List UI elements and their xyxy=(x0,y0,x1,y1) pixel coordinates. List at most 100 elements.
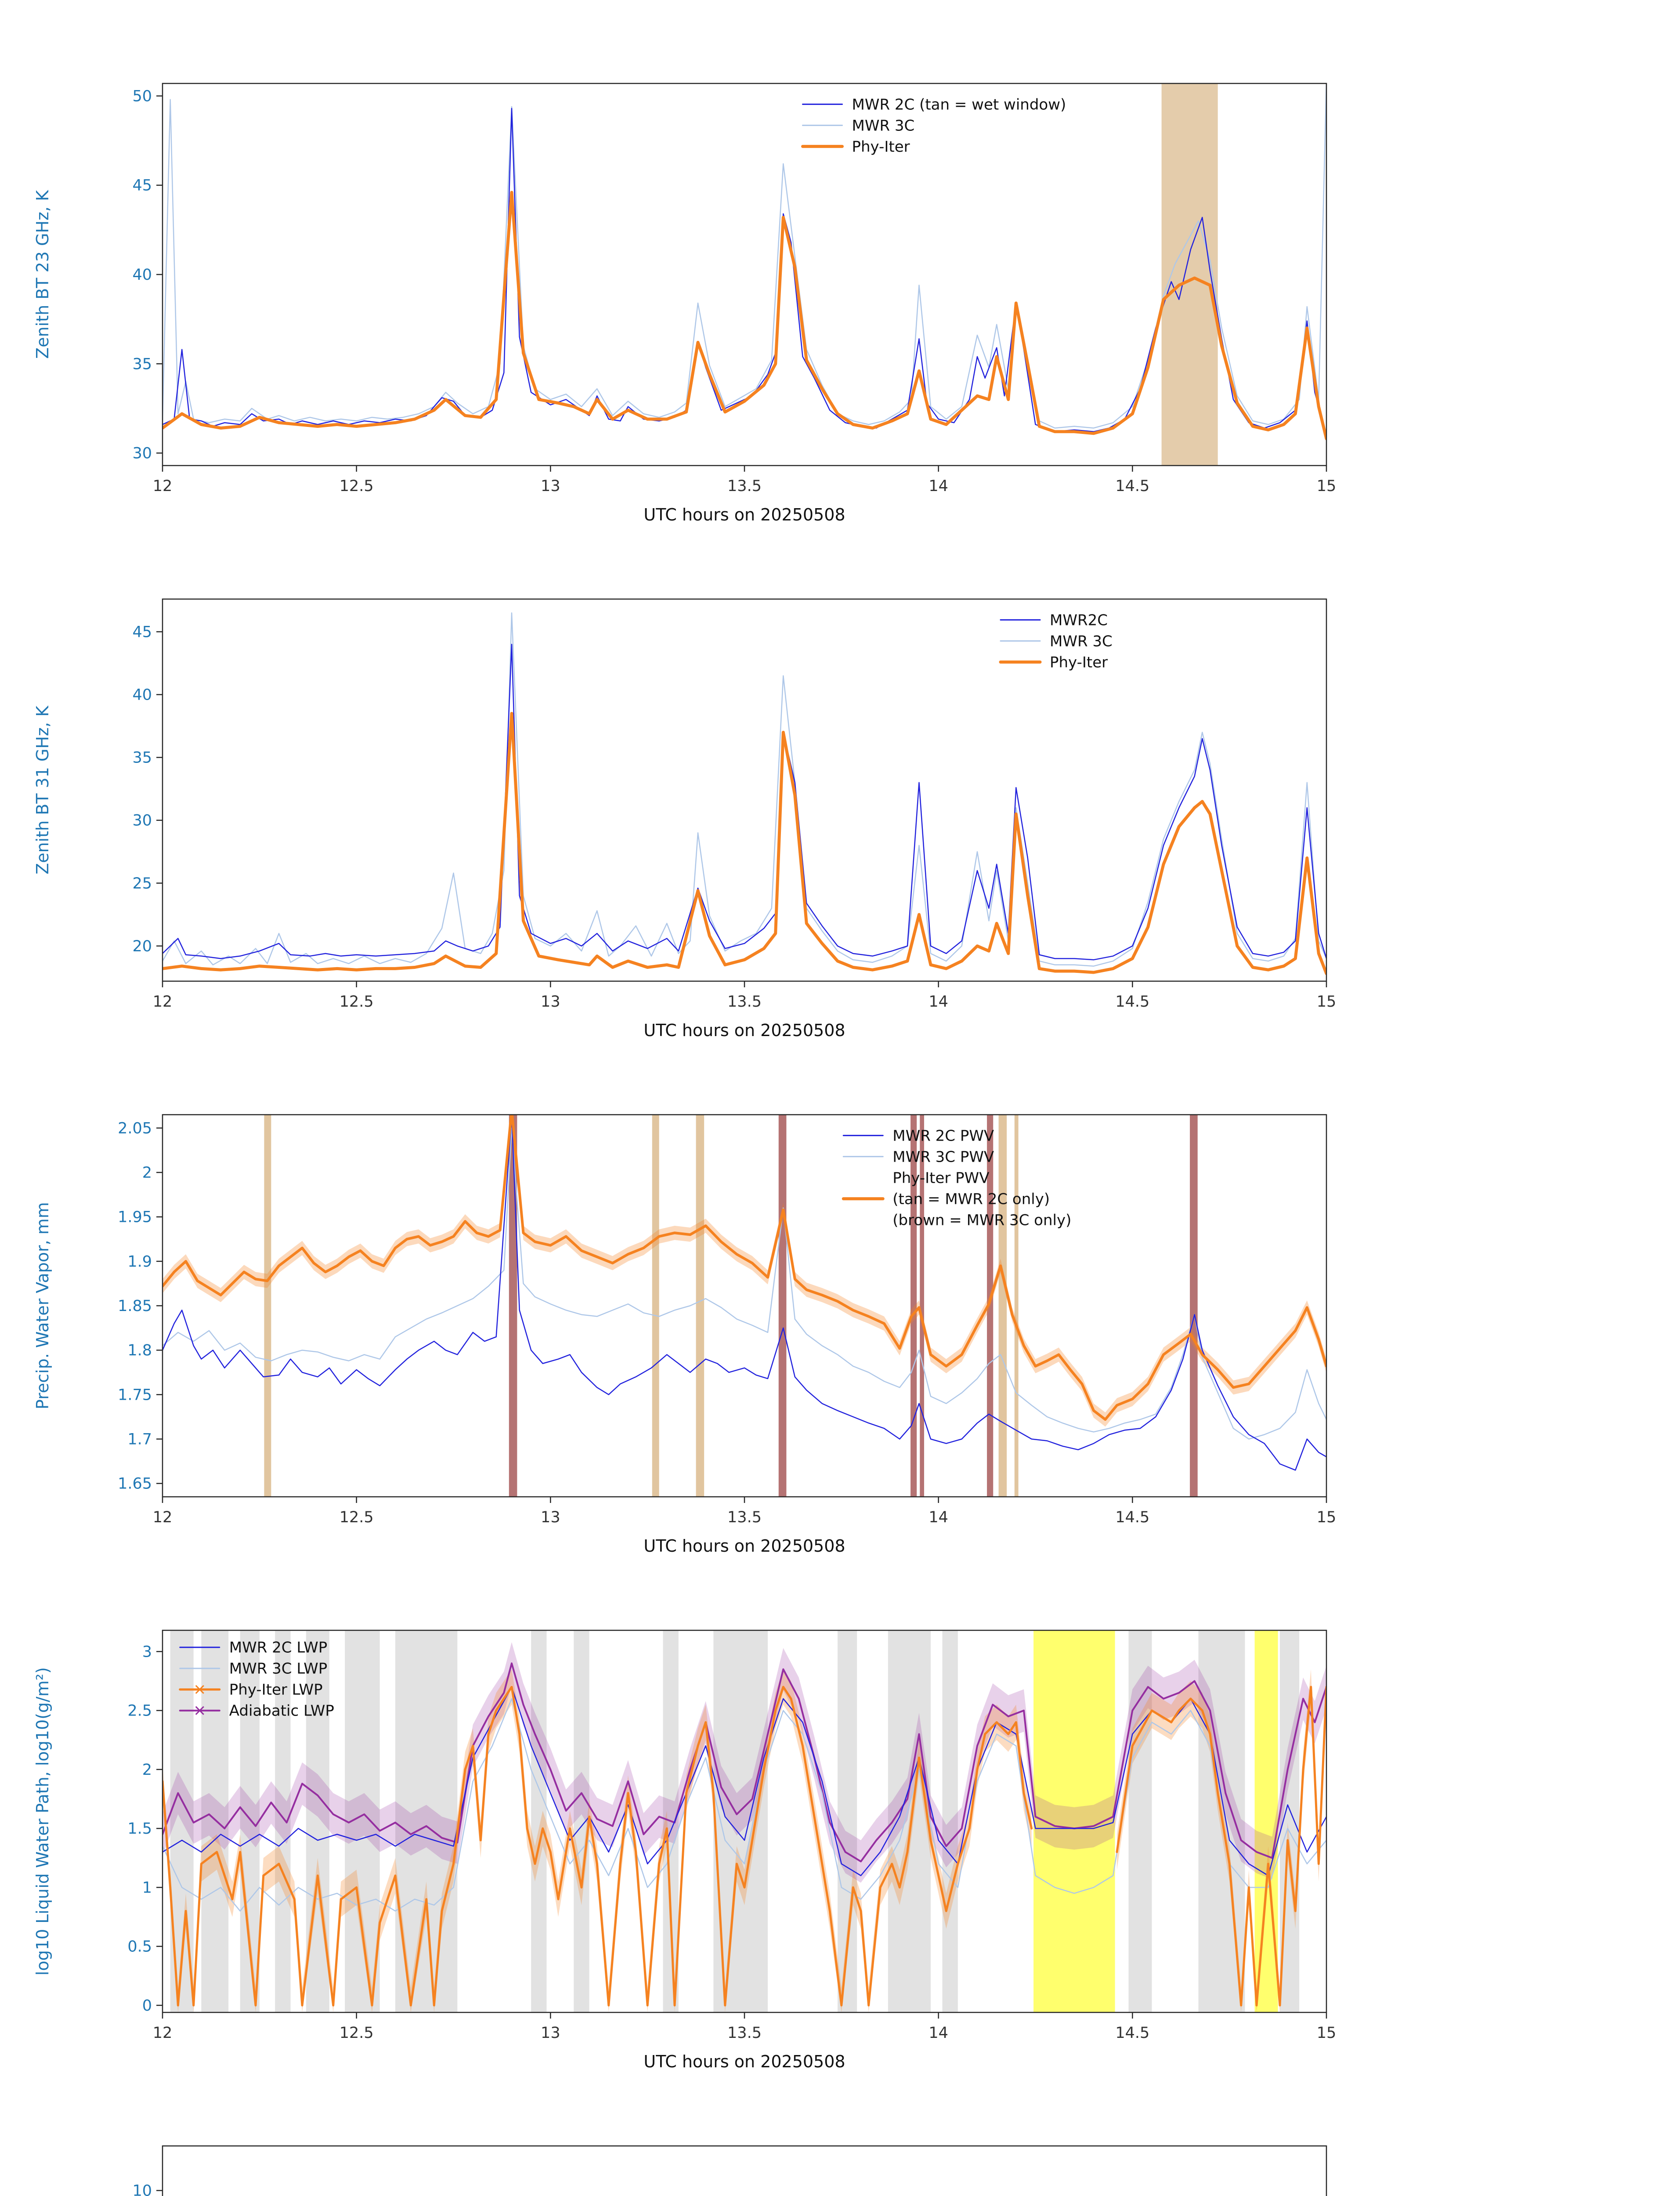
highlight-band xyxy=(1190,1115,1198,1497)
y-tick-label: 1.85 xyxy=(118,1297,152,1315)
y-tick-label: 45 xyxy=(132,623,152,641)
y-tick-label: 1.5 xyxy=(127,1820,152,1838)
series-line xyxy=(163,1127,1326,1440)
x-tick-label: 13.5 xyxy=(727,993,762,1011)
highlight-band xyxy=(1128,1630,1152,2012)
x-tick-label: 13 xyxy=(541,993,560,1011)
legend: MWR2C MWR 3C Phy-Iter xyxy=(999,611,1113,671)
legend-label: (tan = MWR 2C only) xyxy=(892,1190,1050,1208)
y-tick-label: 50 xyxy=(132,87,152,105)
panel-precip-water-vapor: 12 12.5 13 13.5 14 14.5 15 1.65 1.7 1.75 1.8 1.85 1.… xyxy=(0,1088,1680,1604)
highlight-band xyxy=(264,1115,271,1497)
highlight-band xyxy=(998,1115,1007,1497)
x-tick-label: 12 xyxy=(153,993,173,1011)
plot-area xyxy=(163,1630,1326,2012)
series-line xyxy=(163,1686,1033,2007)
y-tick-label: 30 xyxy=(132,812,152,830)
plot-area xyxy=(163,612,1326,975)
y-tick-label: 40 xyxy=(132,266,152,284)
highlight-band xyxy=(696,1115,705,1497)
highlight-band xyxy=(652,1115,659,1497)
x-tick-label: 12.5 xyxy=(340,2024,374,2042)
y-tick-label: 1.9 xyxy=(127,1253,152,1271)
x-tick-label: 13 xyxy=(541,1509,560,1526)
series-line xyxy=(163,1698,1326,1912)
y-tick-label: 2.05 xyxy=(118,1120,152,1137)
panel-zenith-bt-31ghz: 12 12.5 13 13.5 14 14.5 15 20 25 30 35 40 45 UTC hour… xyxy=(0,573,1680,1088)
legend: MWR 2C PWV MWR 3C PWV Phy-Iter PWV (tan = M… xyxy=(842,1127,1071,1229)
legend-label: MWR 2C PWV xyxy=(892,1127,994,1145)
legend-label: MWR 2C (tan = wet window) xyxy=(852,96,1066,113)
y-tick-label: 40 xyxy=(132,686,152,704)
legend: MWR 2C LWP MWR 3C LWP Phy-Iter LWP Adiabati… xyxy=(179,1639,334,1720)
legend-label: Phy-Iter PWV xyxy=(892,1169,989,1187)
y-tick-label: 1.7 xyxy=(127,1430,152,1448)
x-axis-label: UTC hours on 20250508 xyxy=(643,2052,845,2071)
y-tick-label: 35 xyxy=(132,355,152,373)
y-tick-label: 1.65 xyxy=(118,1475,152,1493)
y-tick-label: 0 xyxy=(142,1997,152,2015)
x-tick-label: 14.5 xyxy=(1115,477,1149,495)
y-tick-label: 3 xyxy=(142,1643,152,1661)
series-fill xyxy=(163,1642,1326,1883)
highlight-band xyxy=(920,1115,924,1497)
legend-label: MWR 3C xyxy=(1050,632,1113,650)
plot-area xyxy=(163,83,1326,466)
x-tick-label: 14.5 xyxy=(1115,993,1149,1011)
x-tick-label: 15 xyxy=(1317,993,1337,1011)
x-tick-label: 13.5 xyxy=(727,477,762,495)
y-tick-label: 2.5 xyxy=(127,1702,152,1720)
series-line xyxy=(163,191,1326,441)
x-tick-label: 14 xyxy=(929,2024,948,2042)
y-tick-label: 1.75 xyxy=(118,1386,152,1404)
y-tick-label: 0.5 xyxy=(127,1938,152,1956)
x-tick-label: 13 xyxy=(541,477,560,495)
y-axis-label: Zenith BT 23 GHz, K xyxy=(33,190,52,359)
x-tick-label: 12.5 xyxy=(340,993,374,1011)
highlight-band xyxy=(1254,1630,1278,2012)
y-axis-label: log10 Liquid Water Path, log10(g/m²) xyxy=(33,1667,52,1976)
y-tick-label: 45 xyxy=(132,177,152,195)
legend-label: Phy-Iter LWP xyxy=(229,1681,323,1699)
legend-label: (brown = MWR 3C only) xyxy=(892,1211,1071,1229)
x-tick-label: 12 xyxy=(153,477,173,495)
x-axis-label: UTC hours on 20250508 xyxy=(643,1536,845,1556)
chart-svg-0: 12 12.5 13 13.5 14 14.5 15 30 35 40 45 50 UTC hours … xyxy=(0,57,1680,573)
x-tick-label: 12 xyxy=(153,1509,173,1526)
x-tick-label: 15 xyxy=(1317,2024,1337,2042)
panel-liquid-water-path: 12 12.5 13 13.5 14 14.5 15 0 0.5 1 1.5 2 2.5 3 UTC hou… xyxy=(0,1604,1680,2120)
highlight-band xyxy=(201,1630,229,2012)
plot-area xyxy=(163,1115,1326,1497)
legend-label: MWR 3C LWP xyxy=(229,1660,328,1678)
y-tick-label: 35 xyxy=(132,749,152,767)
y-tick-label: 2 xyxy=(142,1164,152,1182)
y-tick-label: 1.8 xyxy=(127,1342,152,1359)
highlight-band xyxy=(509,1115,517,1497)
legend-label: Phy-Iter xyxy=(852,138,910,155)
highlight-band xyxy=(987,1115,994,1497)
series-line xyxy=(163,1662,1326,1863)
x-axis-label: UTC hours on 20250508 xyxy=(643,505,845,524)
series-line xyxy=(163,1115,1326,1421)
highlight-band xyxy=(531,1630,547,2012)
x-tick-label: 14 xyxy=(929,1509,948,1526)
series-line xyxy=(163,1686,1326,1876)
x-tick-label: 15 xyxy=(1317,477,1337,495)
x-tick-label: 12.5 xyxy=(340,1509,374,1526)
series-line xyxy=(163,1115,1326,1471)
highlight-band xyxy=(942,1630,958,2012)
highlight-band xyxy=(1014,1115,1019,1497)
highlight-band xyxy=(574,1630,589,2012)
x-tick-label: 14.5 xyxy=(1115,2024,1149,2042)
x-tick-label: 13.5 xyxy=(727,1509,762,1526)
y-tick-label: 30 xyxy=(132,445,152,462)
highlight-band xyxy=(1161,83,1218,466)
legend-label: MWR 2C LWP xyxy=(229,1639,328,1657)
highlight-band xyxy=(910,1115,917,1497)
chart-svg-2: 12 12.5 13 13.5 14 14.5 15 1.65 1.7 1.75 1.8 1.85 1.… xyxy=(0,1088,1680,1604)
series-line xyxy=(163,712,1326,975)
x-tick-label: 14 xyxy=(929,477,948,495)
axes-box xyxy=(162,2145,1327,2196)
